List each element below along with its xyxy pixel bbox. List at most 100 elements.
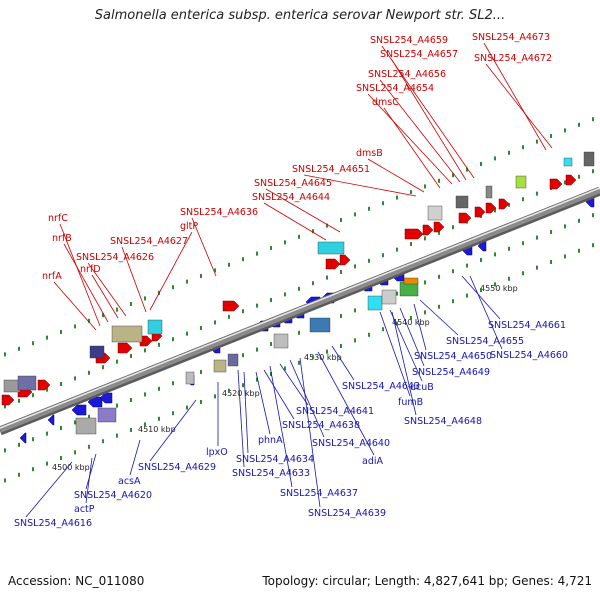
forward-gene-leader (63, 243, 109, 323)
gene-block (583, 151, 595, 167)
track-dot-outer (438, 178, 440, 183)
forward-gene-label: SNSL254_A4651 (292, 164, 370, 175)
forward-gene-label: nrfC (48, 213, 68, 224)
reverse-gene-arrow (47, 414, 55, 426)
track-dot-inner (256, 377, 258, 382)
reverse-gene-label: adiA (362, 456, 383, 467)
track-dot-forward (256, 303, 258, 308)
reverse-gene-label: acsA (118, 476, 141, 487)
track-dot-outer (102, 313, 104, 318)
gene-block (111, 325, 143, 343)
gene-block (227, 353, 239, 367)
track-dot-inner (242, 383, 244, 388)
track-dot-inner (424, 310, 426, 315)
track-dot-inner (326, 349, 328, 354)
forward-gene-arrow (37, 379, 51, 391)
track-dot-outer (592, 117, 594, 122)
track-dot-outer (452, 173, 454, 178)
forward-gene-label: dmsC (372, 97, 399, 108)
track-dot-reverse (46, 431, 48, 436)
gene-block (427, 205, 443, 221)
track-dot-inner (354, 338, 356, 343)
track-dot-outer (172, 285, 174, 290)
track-dot-outer (382, 201, 384, 206)
track-dot-inner (508, 276, 510, 281)
reverse-gene-label: SNSL254_A4616 (14, 518, 92, 529)
reverse-gene-label: SNSL254_A4648 (404, 416, 482, 427)
track-dot-inner (32, 467, 34, 472)
track-dot-reverse (536, 235, 538, 240)
track-dot-outer (60, 330, 62, 334)
track-dot-outer (284, 240, 286, 245)
forward-gene-label: SNSL254_A4636 (180, 207, 258, 218)
track-dot-inner (438, 304, 440, 309)
track-dot-inner (494, 282, 496, 287)
track-dot-outer (32, 341, 34, 346)
track-dot-inner (172, 411, 174, 416)
forward-gene-leader (381, 45, 475, 179)
track-dot-inner (186, 405, 188, 410)
reverse-gene-leader (25, 461, 73, 518)
genome-title: Salmonella enterica subsp. enterica sero… (94, 8, 506, 23)
track-dot-outer (522, 145, 524, 150)
forward-gene-label: SNSL254_A4673 (472, 32, 550, 43)
track-dot-outer (480, 162, 482, 166)
forward-gene-leader (367, 158, 425, 193)
forward-gene-label: nrfB (52, 233, 72, 244)
reverse-gene-leader (129, 439, 141, 476)
track-dot-inner (340, 344, 342, 348)
track-dot-inner (312, 355, 314, 360)
track-dot-reverse (18, 442, 20, 447)
forward-gene-label: SNSL254_A4627 (110, 236, 188, 247)
gene-block (309, 317, 331, 333)
track-dot-reverse (60, 426, 62, 430)
scale-tick-label: 4540 kbp (392, 318, 430, 327)
track-dot-inner (452, 299, 454, 304)
accession-text: Accession: NC_011080 (8, 574, 145, 588)
track-dot-inner (130, 428, 132, 432)
track-dot-reverse (354, 308, 356, 313)
reverse-gene-leader (85, 457, 93, 504)
forward-gene-label: SNSL254_A4654 (356, 83, 434, 94)
gene-block (515, 175, 527, 189)
track-dot-inner (74, 450, 76, 455)
track-dot-inner (158, 416, 160, 421)
reverse-gene-leader (149, 399, 197, 462)
track-dot-inner (144, 422, 146, 427)
forward-gene-arrow (222, 300, 240, 312)
reverse-gene-leader (419, 299, 459, 336)
gene-block (381, 289, 397, 305)
track-dot-forward (284, 292, 286, 297)
forward-gene-leader (59, 223, 101, 327)
track-dot-forward (354, 264, 356, 269)
track-dot-inner (228, 388, 230, 393)
genome-summary-text: Topology: circular; Length: 4,827,641 bp… (262, 574, 592, 588)
gene-block (75, 417, 97, 435)
gene-block (403, 277, 419, 285)
reverse-gene-leader (299, 357, 321, 508)
reverse-gene-label: dcuB (410, 382, 434, 393)
reverse-gene-label: SNSL254_A4638 (282, 420, 360, 431)
forward-gene-label: SNSL254_A4672 (474, 53, 552, 64)
reverse-gene-leader (413, 303, 427, 351)
track-dot-reverse (438, 274, 440, 279)
reverse-gene-label: SNSL254_A4641 (296, 406, 374, 417)
reverse-gene-leader (391, 311, 417, 416)
track-dot-reverse (88, 414, 90, 419)
track-dot-forward (298, 286, 300, 291)
track-dot-outer (298, 234, 300, 239)
reverse-gene-leader (399, 307, 425, 367)
track-dot-reverse (298, 330, 300, 335)
track-dot-outer (396, 195, 398, 200)
reverse-gene-label: SNSL254_A4643 (342, 381, 420, 392)
track-dot-forward (494, 208, 496, 213)
forward-gene-arrow (565, 174, 577, 186)
track-dot-outer (144, 296, 146, 301)
track-dot-outer (88, 318, 90, 323)
track-dot-reverse (270, 342, 272, 346)
track-dot-forward (424, 236, 426, 241)
backbone-highlight (0, 187, 600, 429)
gene-block (213, 359, 227, 373)
forward-gene-leader (91, 274, 119, 319)
